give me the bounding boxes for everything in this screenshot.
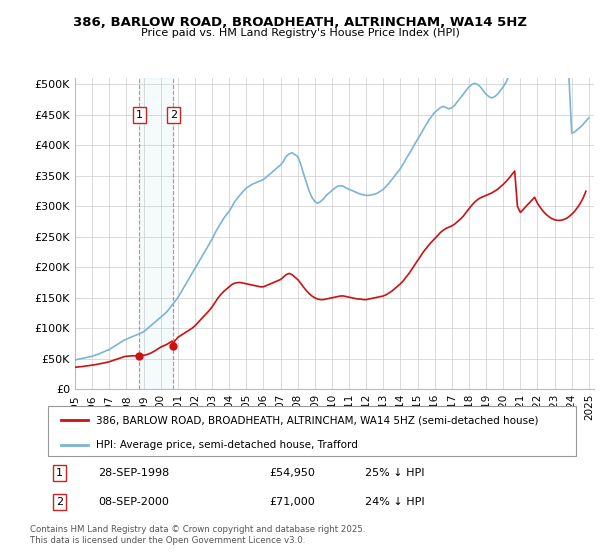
Text: Contains HM Land Registry data © Crown copyright and database right 2025.
This d: Contains HM Land Registry data © Crown c… <box>30 525 365 545</box>
Bar <box>139 78 173 389</box>
Text: 24% ↓ HPI: 24% ↓ HPI <box>365 497 424 507</box>
Text: 2: 2 <box>56 497 63 507</box>
Text: 1: 1 <box>56 468 63 478</box>
Text: £54,950: £54,950 <box>270 468 316 478</box>
Text: £71,000: £71,000 <box>270 497 316 507</box>
Text: HPI: Average price, semi-detached house, Trafford: HPI: Average price, semi-detached house,… <box>95 440 358 450</box>
Text: 28-SEP-1998: 28-SEP-1998 <box>98 468 169 478</box>
Text: 08-SEP-2000: 08-SEP-2000 <box>98 497 169 507</box>
Text: 386, BARLOW ROAD, BROADHEATH, ALTRINCHAM, WA14 5HZ (semi-detached house): 386, BARLOW ROAD, BROADHEATH, ALTRINCHAM… <box>95 415 538 425</box>
FancyBboxPatch shape <box>48 406 576 456</box>
Text: 386, BARLOW ROAD, BROADHEATH, ALTRINCHAM, WA14 5HZ: 386, BARLOW ROAD, BROADHEATH, ALTRINCHAM… <box>73 16 527 29</box>
Text: 1: 1 <box>136 110 143 120</box>
Text: 2: 2 <box>170 110 177 120</box>
Text: Price paid vs. HM Land Registry's House Price Index (HPI): Price paid vs. HM Land Registry's House … <box>140 28 460 38</box>
Text: 25% ↓ HPI: 25% ↓ HPI <box>365 468 424 478</box>
